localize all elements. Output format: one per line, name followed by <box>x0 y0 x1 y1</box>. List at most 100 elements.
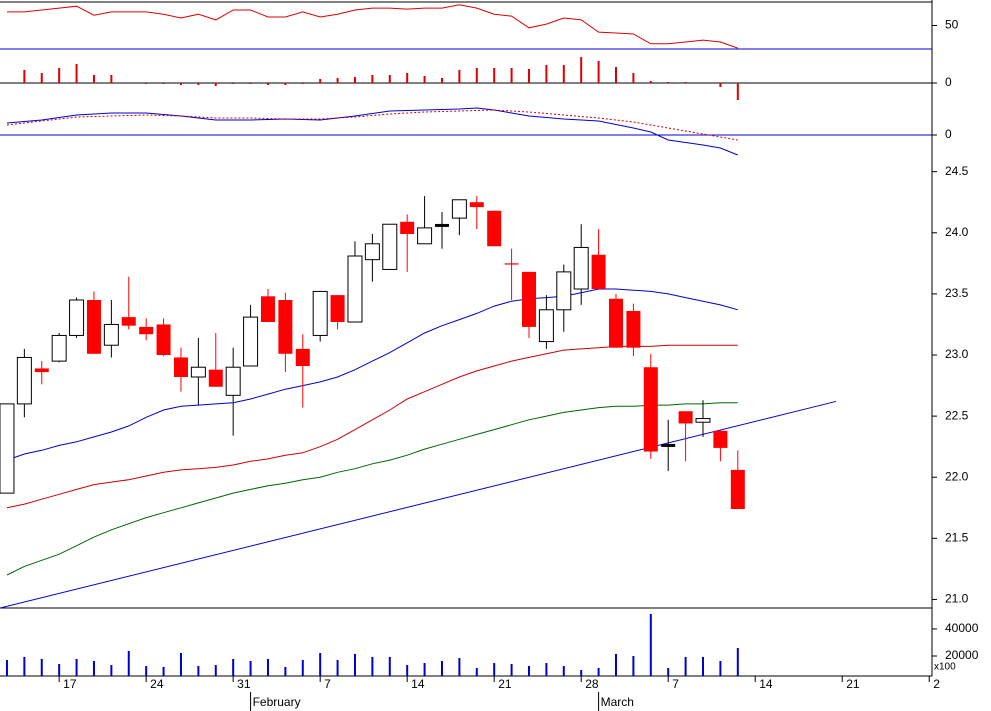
candle-body <box>86 300 101 354</box>
bar <box>284 666 287 676</box>
y-tick-label: 23.5 <box>945 286 969 300</box>
bar <box>736 648 739 676</box>
candle-body <box>417 227 433 245</box>
y-tick-label: 22.0 <box>945 469 969 483</box>
bar <box>736 83 739 100</box>
bar <box>145 665 148 676</box>
bar <box>545 663 548 676</box>
y-tick-label: 21.5 <box>945 531 969 545</box>
x-tick-label: 7 <box>324 677 331 691</box>
bar <box>371 75 374 83</box>
bar <box>58 663 61 676</box>
candle-body <box>364 243 380 261</box>
bar <box>127 650 130 676</box>
candle-body <box>139 326 154 335</box>
candle-body <box>121 317 136 326</box>
candle-body <box>382 223 398 270</box>
y-tick-label: 0 <box>945 127 952 141</box>
candle-body <box>713 430 728 448</box>
x-tick-label: 2 <box>933 677 940 691</box>
bar <box>353 77 356 83</box>
bar <box>440 660 443 676</box>
candle-body <box>51 334 67 362</box>
series-line <box>6 402 738 576</box>
x-tick-label: 24 <box>150 677 164 691</box>
candle-body <box>208 369 223 387</box>
series-line <box>7 4 738 49</box>
candle-body <box>225 366 241 396</box>
bar <box>527 665 530 676</box>
bar <box>301 660 304 676</box>
month-label: March <box>601 695 634 709</box>
candle-body <box>330 295 345 322</box>
bar <box>388 656 391 676</box>
bar <box>23 70 26 83</box>
bar <box>667 82 670 83</box>
bar <box>179 653 182 676</box>
candle-body <box>608 298 623 348</box>
candle-body <box>16 356 32 405</box>
candle-body <box>469 202 484 208</box>
bar <box>284 83 287 85</box>
bar <box>214 83 217 86</box>
candle-body <box>730 469 745 509</box>
candle-body <box>103 323 119 346</box>
bar <box>458 70 461 83</box>
candle-body <box>678 411 693 424</box>
candle-body <box>521 271 536 327</box>
candle-body <box>243 316 259 367</box>
bar <box>40 658 43 676</box>
bar <box>406 73 409 83</box>
bar <box>719 83 722 87</box>
bar <box>110 665 113 676</box>
candle-body <box>573 246 589 290</box>
candle-body <box>156 324 171 355</box>
x-tick-label: 7 <box>672 677 679 691</box>
y-tick-label: 20000 <box>945 648 979 662</box>
candle-body <box>434 223 449 227</box>
bar <box>510 663 513 676</box>
bar <box>475 68 478 83</box>
bar <box>336 660 339 676</box>
x-tick-label: 21 <box>846 677 860 691</box>
candle-body <box>0 403 15 494</box>
bar <box>197 83 200 85</box>
bar <box>249 660 252 676</box>
bar <box>614 67 617 83</box>
bar <box>162 83 165 84</box>
candle-body <box>69 299 85 336</box>
bar <box>597 668 600 676</box>
bar <box>197 665 200 676</box>
candle-body <box>295 348 310 366</box>
candle-body <box>591 254 606 289</box>
bar <box>440 78 443 83</box>
candle-body <box>400 221 415 234</box>
candle-body <box>538 309 554 343</box>
candle-body <box>643 367 658 452</box>
y-tick-label: 23.0 <box>945 347 969 361</box>
bar <box>667 668 670 676</box>
bar <box>545 65 548 83</box>
candle-body <box>312 290 328 336</box>
trendline <box>0 400 837 609</box>
bar <box>232 83 235 84</box>
series-line <box>6 107 738 156</box>
bar <box>580 57 583 83</box>
candle-body <box>173 357 188 377</box>
bar <box>632 655 635 676</box>
bar <box>249 83 252 84</box>
y-tick-label: 24.0 <box>945 225 969 239</box>
bar <box>475 668 478 676</box>
bar <box>406 665 409 676</box>
bar <box>719 660 722 676</box>
bar <box>562 665 565 676</box>
bar <box>319 653 322 676</box>
candle-body <box>626 311 641 348</box>
candle-body <box>347 255 363 323</box>
bar <box>423 663 426 676</box>
candle-body <box>278 300 293 354</box>
bar <box>423 76 426 83</box>
candle-body <box>504 263 519 265</box>
y-tick-label: 50 <box>945 18 959 32</box>
